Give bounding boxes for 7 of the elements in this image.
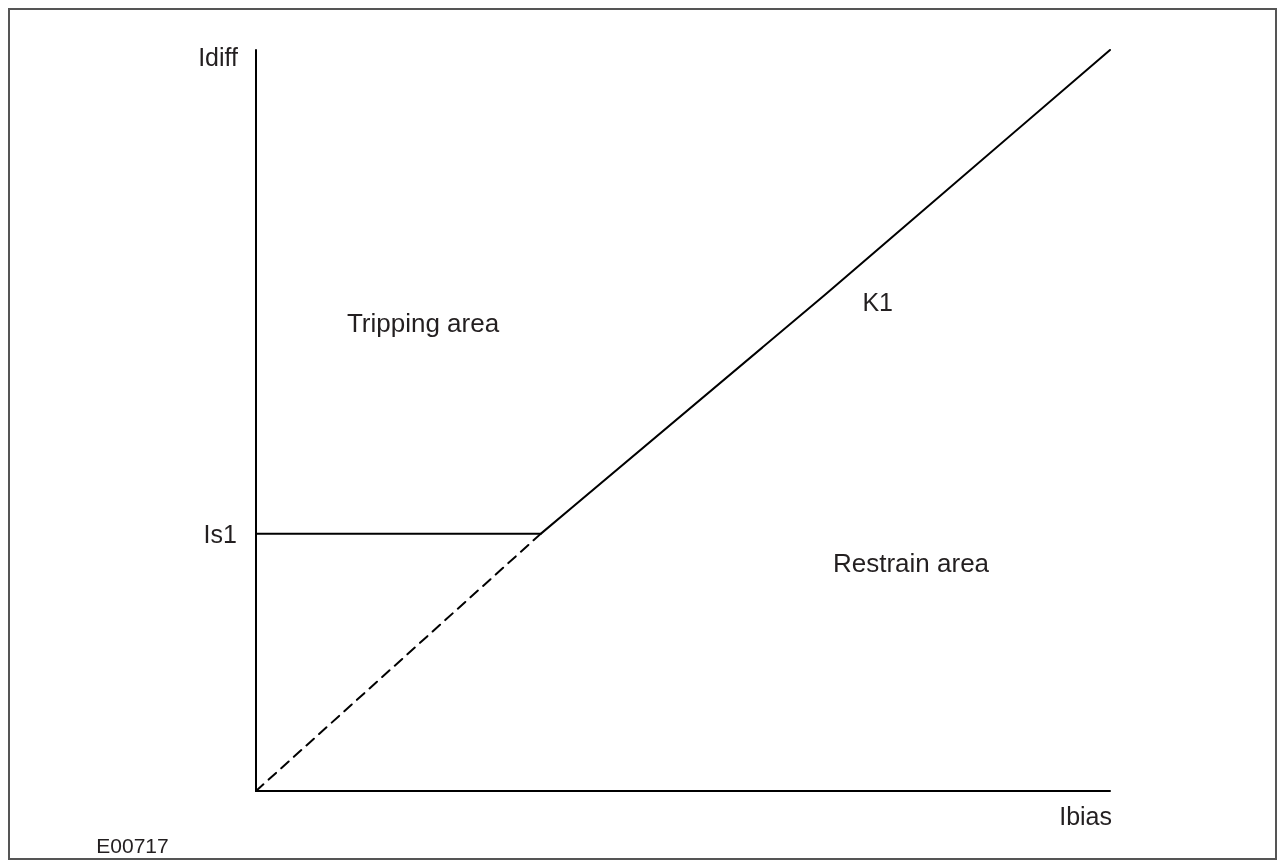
annotation: Restrain area <box>832 547 990 578</box>
y-axis-title: Idiff <box>198 43 239 71</box>
text: E00717 <box>96 834 169 858</box>
annotation: Tripping area <box>346 307 500 338</box>
annotation: K1 <box>862 287 894 316</box>
x-axis-title: Ibias <box>1059 801 1112 830</box>
text: Is1 <box>203 519 237 548</box>
